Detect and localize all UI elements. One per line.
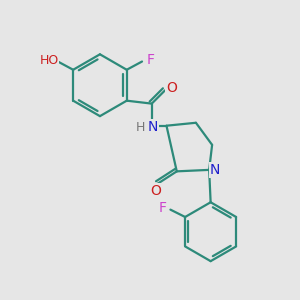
Text: O: O xyxy=(166,81,177,95)
Text: HO: HO xyxy=(39,53,59,67)
Text: H: H xyxy=(136,121,145,134)
Text: O: O xyxy=(151,184,162,198)
Text: N: N xyxy=(148,120,158,134)
Text: N: N xyxy=(210,163,220,177)
Text: F: F xyxy=(146,53,154,67)
Text: F: F xyxy=(158,201,166,215)
